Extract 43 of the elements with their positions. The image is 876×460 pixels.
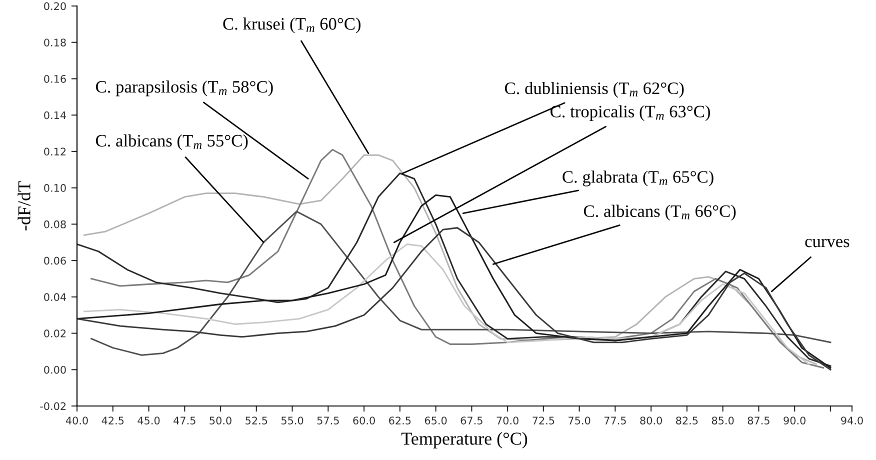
annotation: curves xyxy=(805,238,850,248)
y-tick-label: 0.12 xyxy=(44,148,66,156)
x-tick-label: 65.0 xyxy=(424,416,447,424)
x-tick-label: 40.0 xyxy=(66,416,88,424)
annotation: C. albicans (T$_{m}$ 55°C) xyxy=(96,134,248,150)
x-tick-label: 60.0 xyxy=(353,416,375,424)
x-tick-label: 90.0 xyxy=(784,416,806,424)
annotation: C. dubliniensis (T$_{m}$ 62°C) xyxy=(504,82,684,98)
y-tick-label: 0.14 xyxy=(44,111,66,120)
y-tick-label: 0.00 xyxy=(44,366,66,374)
x-tick-label: 77.5 xyxy=(604,416,626,424)
y-tick-label: 0.16 xyxy=(44,74,66,83)
y-tick-label: 0.04 xyxy=(44,293,66,302)
y-tick-label: 0.20 xyxy=(44,2,66,10)
x-tick-label: 52.5 xyxy=(246,416,268,424)
x-tick-label: 62.5 xyxy=(389,416,411,424)
x-tick-label: 94.0 xyxy=(841,416,863,424)
annotation: C. albicans (T$_{m}$ 66°C) xyxy=(584,204,736,221)
x-tick-label: 50.0 xyxy=(210,416,232,424)
x-tick-label: 55.0 xyxy=(281,416,304,424)
y-tick-label: 0.18 xyxy=(44,38,66,46)
x-tick-label: 87.5 xyxy=(748,416,770,424)
x-tick-label: 47.5 xyxy=(174,416,196,424)
x-tick-label: 57.5 xyxy=(317,416,339,424)
annotation: C. glabrata (T$_{m}$ 65°C) xyxy=(562,170,714,186)
x-tick-label: 70.0 xyxy=(496,416,518,424)
annotation: C. parapsilosis (T$_{m}$ 58°C) xyxy=(96,80,273,96)
y-tick-label: 0.10 xyxy=(44,184,66,192)
annotation: C. krusei (T$_{m}$ 60°C) xyxy=(223,18,360,34)
x-tick-label: 75.0 xyxy=(568,416,590,424)
x-axis-title: Temperature (°C) xyxy=(401,432,528,448)
x-tick-label: 67.5 xyxy=(460,416,482,424)
y-tick-label: -0.02 xyxy=(40,402,66,410)
x-tick-label: 42.5 xyxy=(102,416,124,424)
x-tick-label: 82.5 xyxy=(676,416,698,424)
x-tick-label: 45.0 xyxy=(138,416,160,424)
x-tick-label: 72.5 xyxy=(532,416,554,424)
y-axis-title: -dF/dT xyxy=(18,181,30,230)
y-tick-label: 0.02 xyxy=(44,330,66,338)
x-tick-label: 80.0 xyxy=(640,416,662,424)
y-tick-label: 0.08 xyxy=(44,220,66,228)
y-tick-label: 0.06 xyxy=(44,256,66,265)
x-tick-label: 85.0 xyxy=(712,416,734,424)
